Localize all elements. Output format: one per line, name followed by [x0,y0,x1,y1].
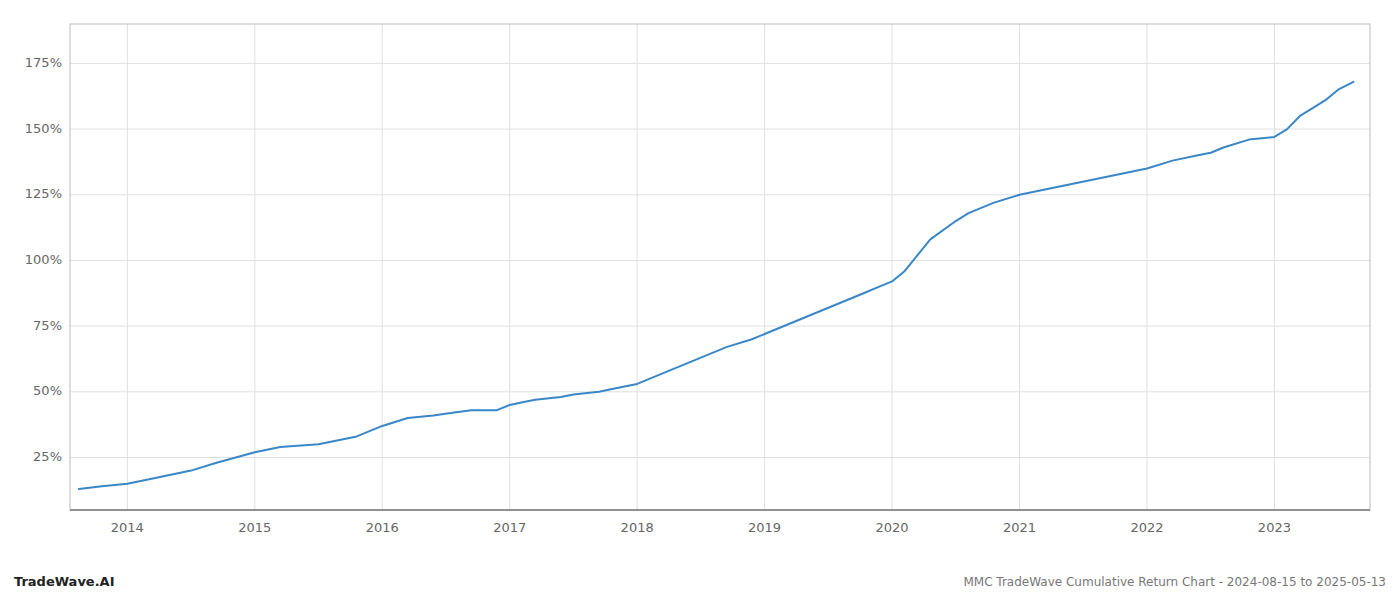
x-axis: 2014 2015 2016 2017 2018 2019 2020 2021 2022 2023 [111,520,1291,535]
x-tick-label: 2020 [876,520,909,535]
y-tick-label: 75% [33,318,62,333]
y-tick-label: 125% [25,186,62,201]
x-grid-line [382,24,383,510]
plot-frame [70,24,1370,510]
x-grid-line [637,24,638,510]
x-grid-line [127,24,128,510]
x-grid-line [1146,24,1147,510]
x-grid-line [1019,24,1020,510]
x-tick-label: 2018 [621,520,654,535]
x-tick-label: 2019 [748,520,781,535]
x-tick-label: 2014 [111,520,144,535]
x-grid-line [1274,24,1275,510]
chart: 25%50%75%100%125%150%175%201420152016201… [0,0,1400,600]
x-axis-line [70,510,1370,511]
x-tick-label: 2016 [366,520,399,535]
x-grid-line [254,24,255,510]
x-tick-label: 2023 [1258,520,1291,535]
y-grid-line [70,260,1370,261]
x-tick-label: 2022 [1130,520,1163,535]
y-grid-line [70,457,1370,458]
return-line [79,82,1354,489]
y-tick-label: 175% [25,55,62,70]
y-tick-label: 50% [33,383,62,398]
y-tick-label: 25% [33,449,62,464]
x-tick-label: 2015 [238,520,271,535]
watermark: TradeWave.AI [14,574,115,589]
x-tick-label: 2021 [1003,520,1036,535]
y-grid-line [70,63,1370,64]
title: MMC TradeWave Cumulative Return Chart - … [963,575,1386,589]
y-grid-line [70,129,1370,130]
x-grid-line [509,24,510,510]
y-grid-line [70,194,1370,195]
y-tick-label: 150% [25,121,62,136]
x-grid-line [892,24,893,510]
plot-area [79,82,1354,489]
y-tick-label: 100% [25,252,62,267]
grid [70,24,1370,510]
y-axis: 25% 50% 75% 100% 125% 150% 175% [25,55,62,464]
y-grid-line [70,391,1370,392]
x-tick-label: 2017 [493,520,526,535]
y-grid-line [70,326,1370,327]
x-grid-line [764,24,765,510]
